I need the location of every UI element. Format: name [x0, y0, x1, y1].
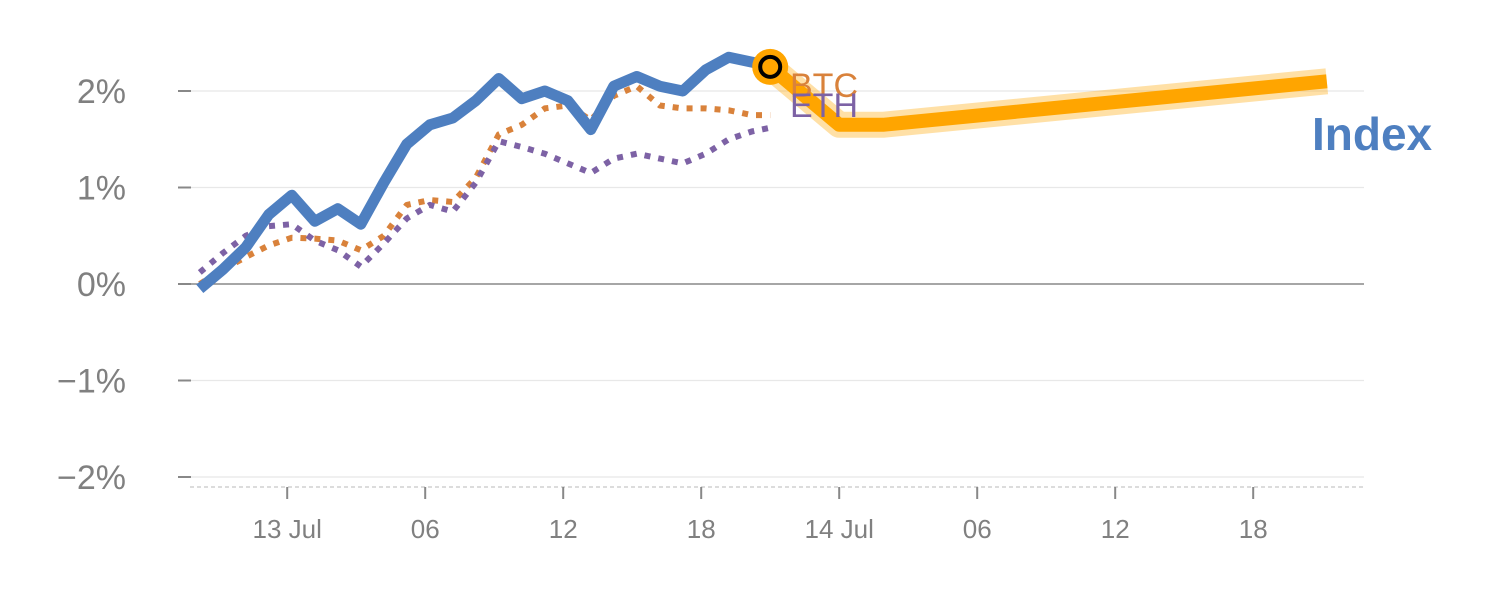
btc-series-line [198, 83, 771, 287]
x-tick-label: 18 [1239, 514, 1268, 544]
label-layer: BTC ETH Index [790, 67, 1433, 160]
eth-series-label: ETH [790, 87, 858, 125]
y-tick-label: −2% [57, 459, 126, 497]
x-tick-label: 06 [963, 514, 992, 544]
x-tick-label: 12 [1101, 514, 1130, 544]
x-tick-label: 13 Jul [253, 514, 322, 544]
y-tick-label: −1% [57, 363, 126, 401]
eth-series-line [197, 124, 771, 275]
y-tick-label: 1% [77, 170, 126, 208]
series-layer [196, 51, 772, 294]
x-tick-label: 12 [549, 514, 578, 544]
projection-line [765, 61, 1328, 132]
x-tick-label: 06 [411, 514, 440, 544]
y-tick-label: 2% [77, 73, 126, 111]
index-series-line [196, 51, 772, 294]
projection-layer [761, 56, 1329, 138]
grid-layer [178, 90, 1364, 488]
x-tick-label: 14 Jul [805, 514, 874, 544]
y-tick-label: 0% [77, 266, 126, 304]
y-axis: 2% 1% 0% −1% −2% [57, 73, 126, 497]
btc-series-label: BTC [790, 67, 858, 105]
x-axis: 13 Jul 06 12 18 14 Jul 06 12 18 [253, 487, 1268, 544]
index-series-label: Index [1312, 108, 1433, 160]
x-tick-label: 18 [687, 514, 716, 544]
marker-ring [758, 54, 783, 79]
marker-layer [752, 48, 789, 85]
